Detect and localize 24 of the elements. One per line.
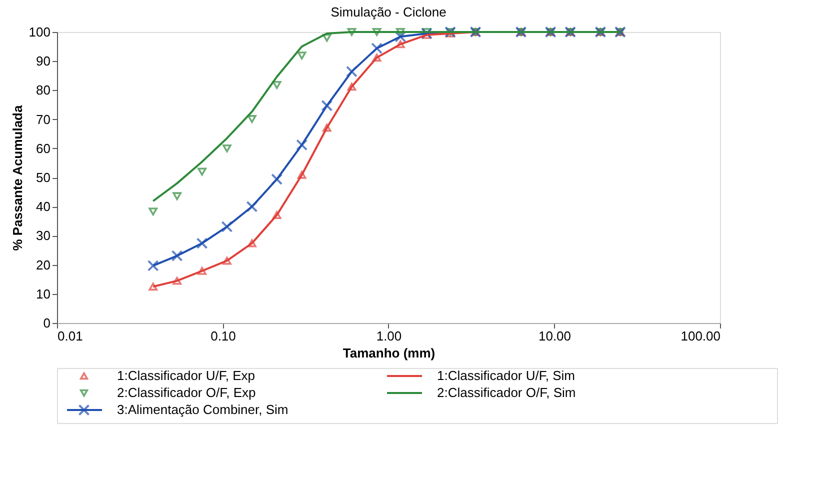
y-tick-label: 80	[36, 82, 50, 98]
y-tick-label: 90	[36, 54, 50, 69]
y-tick-label: 100	[28, 24, 50, 40]
x-axis-title: Tamanho (mm)	[342, 346, 436, 360]
x-tick-label: 0.10	[210, 328, 236, 344]
legend-label: 2:Classificador O/F, Sim	[437, 385, 576, 400]
legend-label: 2:Classificador O/F, Exp	[117, 385, 256, 400]
y-tick-label: 0	[43, 316, 50, 330]
y-tick-label: 50	[36, 170, 50, 185]
y-tick-label: 10	[36, 286, 50, 302]
y-tick-label: 20	[36, 257, 50, 272]
y-tick-label: 30	[36, 228, 50, 244]
chart-title: Simulação - Ciclone	[330, 4, 446, 20]
x-tick-label: 0.01	[58, 328, 83, 344]
legend-label: 1:Classificador U/F, Exp	[117, 368, 255, 383]
x-tick-label: 100.00	[680, 328, 720, 344]
y-tick-label: 40	[36, 199, 50, 214]
legend-label: 3:Alimentação Combiner, Sim	[117, 402, 288, 417]
x-tick-label: 1.00	[376, 328, 402, 344]
y-axis-title: % Passante Acumulada	[10, 104, 25, 251]
x-tick-label: 10.00	[538, 328, 572, 344]
y-tick-label: 60	[36, 140, 50, 156]
legend-label: 1:Classificador U/F, Sim	[437, 368, 575, 383]
y-tick-label: 70	[36, 112, 50, 127]
